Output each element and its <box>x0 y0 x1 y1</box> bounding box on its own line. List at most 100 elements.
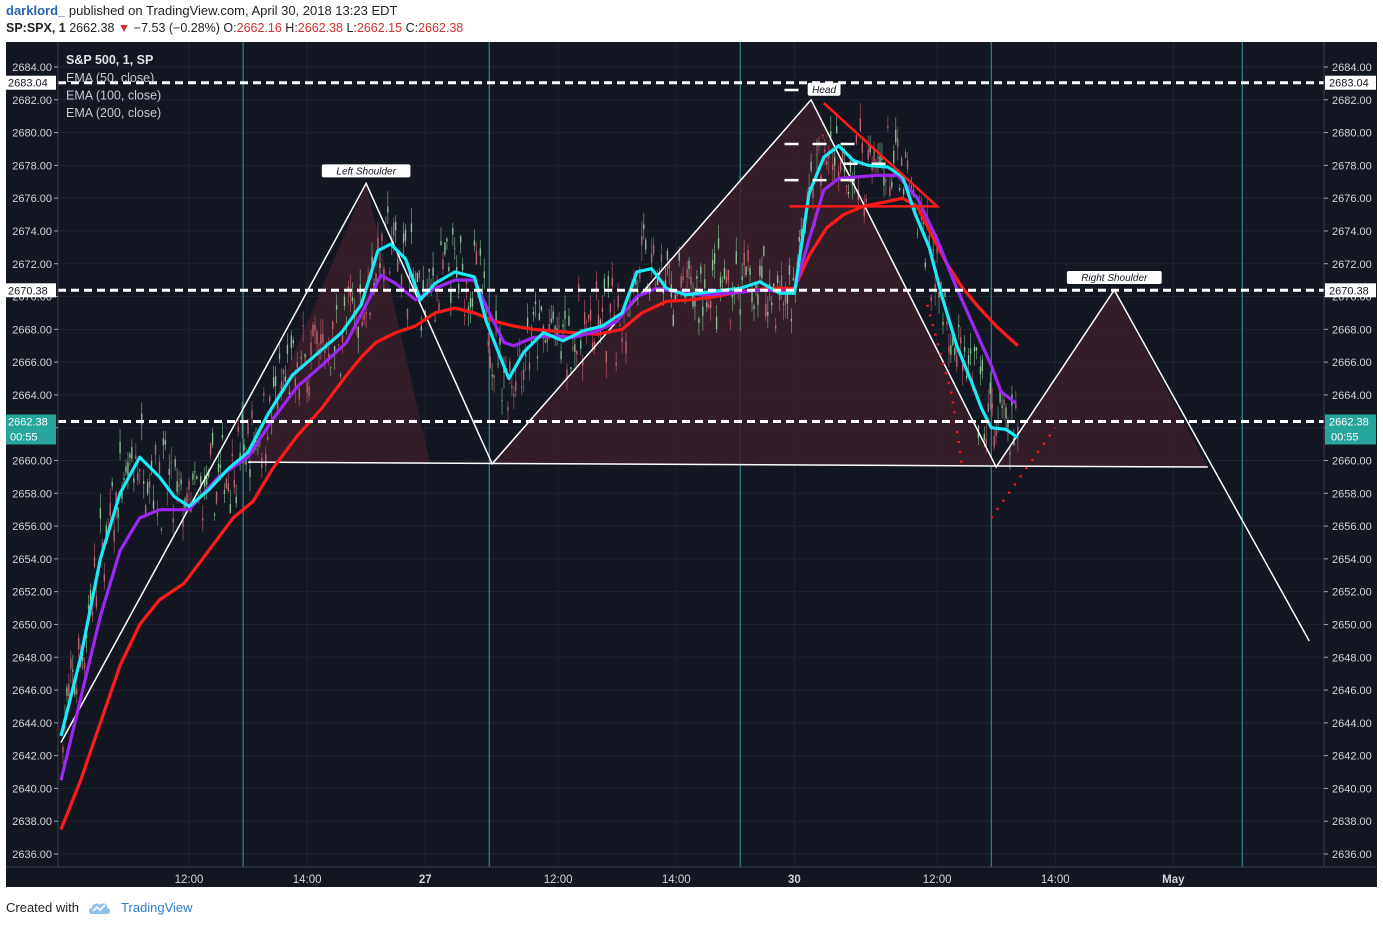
candle-body <box>922 222 925 224</box>
candle-body <box>109 503 111 516</box>
candle-body <box>981 359 984 372</box>
candle-body <box>763 246 765 256</box>
candle-body <box>979 366 982 375</box>
y-tick-label-right: 2644.00 <box>1332 718 1372 730</box>
candle-body <box>869 145 871 153</box>
candle-body <box>656 277 659 286</box>
candle-body <box>678 252 680 261</box>
candle-body <box>188 480 190 490</box>
candle-body <box>650 254 653 263</box>
y-tick-label-right: 2674.00 <box>1332 226 1372 238</box>
neckline <box>248 461 1208 468</box>
open-label: O: <box>223 21 237 35</box>
candle-body <box>422 280 424 289</box>
candle-body <box>95 596 98 608</box>
low-value: 2662.15 <box>356 21 403 35</box>
candle-body <box>302 325 304 327</box>
candle-body <box>863 205 865 217</box>
candle-body <box>123 478 125 480</box>
head-label-box <box>807 82 841 96</box>
author-name[interactable]: darklord_ <box>6 3 66 18</box>
published-text: published on TradingView.com, April 30, … <box>68 3 398 18</box>
candle-body <box>621 338 623 342</box>
candle-body <box>578 283 580 293</box>
y-tick-label-left: 2642.00 <box>12 751 52 763</box>
legend-title: S&P 500, 1, SP <box>66 53 153 67</box>
candle-body <box>156 510 159 517</box>
candle-body <box>639 268 641 280</box>
candle-body <box>826 160 828 166</box>
candle-body <box>782 303 785 306</box>
red-dotted-projection <box>926 304 963 464</box>
candle-body <box>684 295 686 298</box>
candle-body <box>532 311 535 315</box>
candle-body <box>776 275 779 284</box>
candle-body <box>790 318 793 322</box>
candle-body <box>467 306 470 311</box>
candle-body <box>625 341 627 354</box>
candle-body <box>900 158 903 166</box>
price-chart[interactable]: 2636.00 2636.00 2638.00 2638.00 2640.00 2640.… <box>6 42 1377 887</box>
head-label: Head <box>812 85 836 96</box>
candle-body <box>706 302 708 308</box>
candle-body <box>1009 453 1011 455</box>
candle-body <box>769 283 771 286</box>
candle-body <box>936 247 938 254</box>
y-tick-label-right: 2678.00 <box>1332 160 1372 172</box>
candle-body <box>963 346 966 352</box>
candle-body <box>721 280 724 282</box>
candle-body <box>885 179 887 182</box>
candle-body <box>812 188 814 199</box>
candle-body <box>572 347 574 349</box>
candle-body <box>576 350 578 355</box>
candle-body <box>958 324 960 328</box>
candle-body <box>719 277 722 287</box>
candle-body <box>914 204 917 215</box>
y-tick-label-right: 2646.00 <box>1332 685 1372 697</box>
y-tick-label-left: 2656.00 <box>12 521 52 533</box>
y-tick-label-left: 2652.00 <box>12 587 52 599</box>
candle-body <box>771 302 773 306</box>
candle-body <box>314 324 316 331</box>
candle-body <box>767 311 769 316</box>
x-tick-label: 27 <box>419 874 432 886</box>
candle-body <box>534 301 537 305</box>
candle-body <box>347 286 350 289</box>
candle-body <box>225 478 228 489</box>
candle-body <box>371 256 373 270</box>
candle-body <box>747 250 749 261</box>
candle-body <box>591 342 594 348</box>
candle-body <box>286 344 289 354</box>
candle-body <box>686 269 688 278</box>
candle-body <box>284 376 287 382</box>
candle-body <box>898 187 901 191</box>
candle-body <box>1015 404 1017 409</box>
y-tick-label-right: 2658.00 <box>1332 488 1372 500</box>
candle-body <box>999 389 1001 403</box>
candle-body <box>200 476 202 485</box>
candle-body <box>133 478 135 483</box>
candle-body <box>211 432 214 445</box>
candle-body <box>956 355 958 367</box>
candle-body <box>891 181 893 188</box>
candle-body <box>367 276 369 278</box>
candle-body <box>1017 427 1019 437</box>
candle-body <box>393 222 395 236</box>
candle-body <box>641 236 643 246</box>
candle-body <box>845 186 848 188</box>
candle-body <box>859 118 862 131</box>
tradingview-link[interactable]: TradingView <box>120 900 193 915</box>
candle-body <box>227 483 230 492</box>
candle-body <box>343 296 346 307</box>
head-fill <box>492 99 997 466</box>
candle-body <box>932 249 934 251</box>
candle-body <box>170 462 172 464</box>
candle-body <box>755 283 757 291</box>
candle-body <box>946 322 948 325</box>
candle-body <box>74 685 76 695</box>
candle-body <box>690 276 692 285</box>
candle-body <box>928 235 930 246</box>
candle-body <box>861 142 863 153</box>
y-tick-label-right: 2654.00 <box>1332 554 1372 566</box>
last-price: 2662.38 <box>69 21 115 35</box>
